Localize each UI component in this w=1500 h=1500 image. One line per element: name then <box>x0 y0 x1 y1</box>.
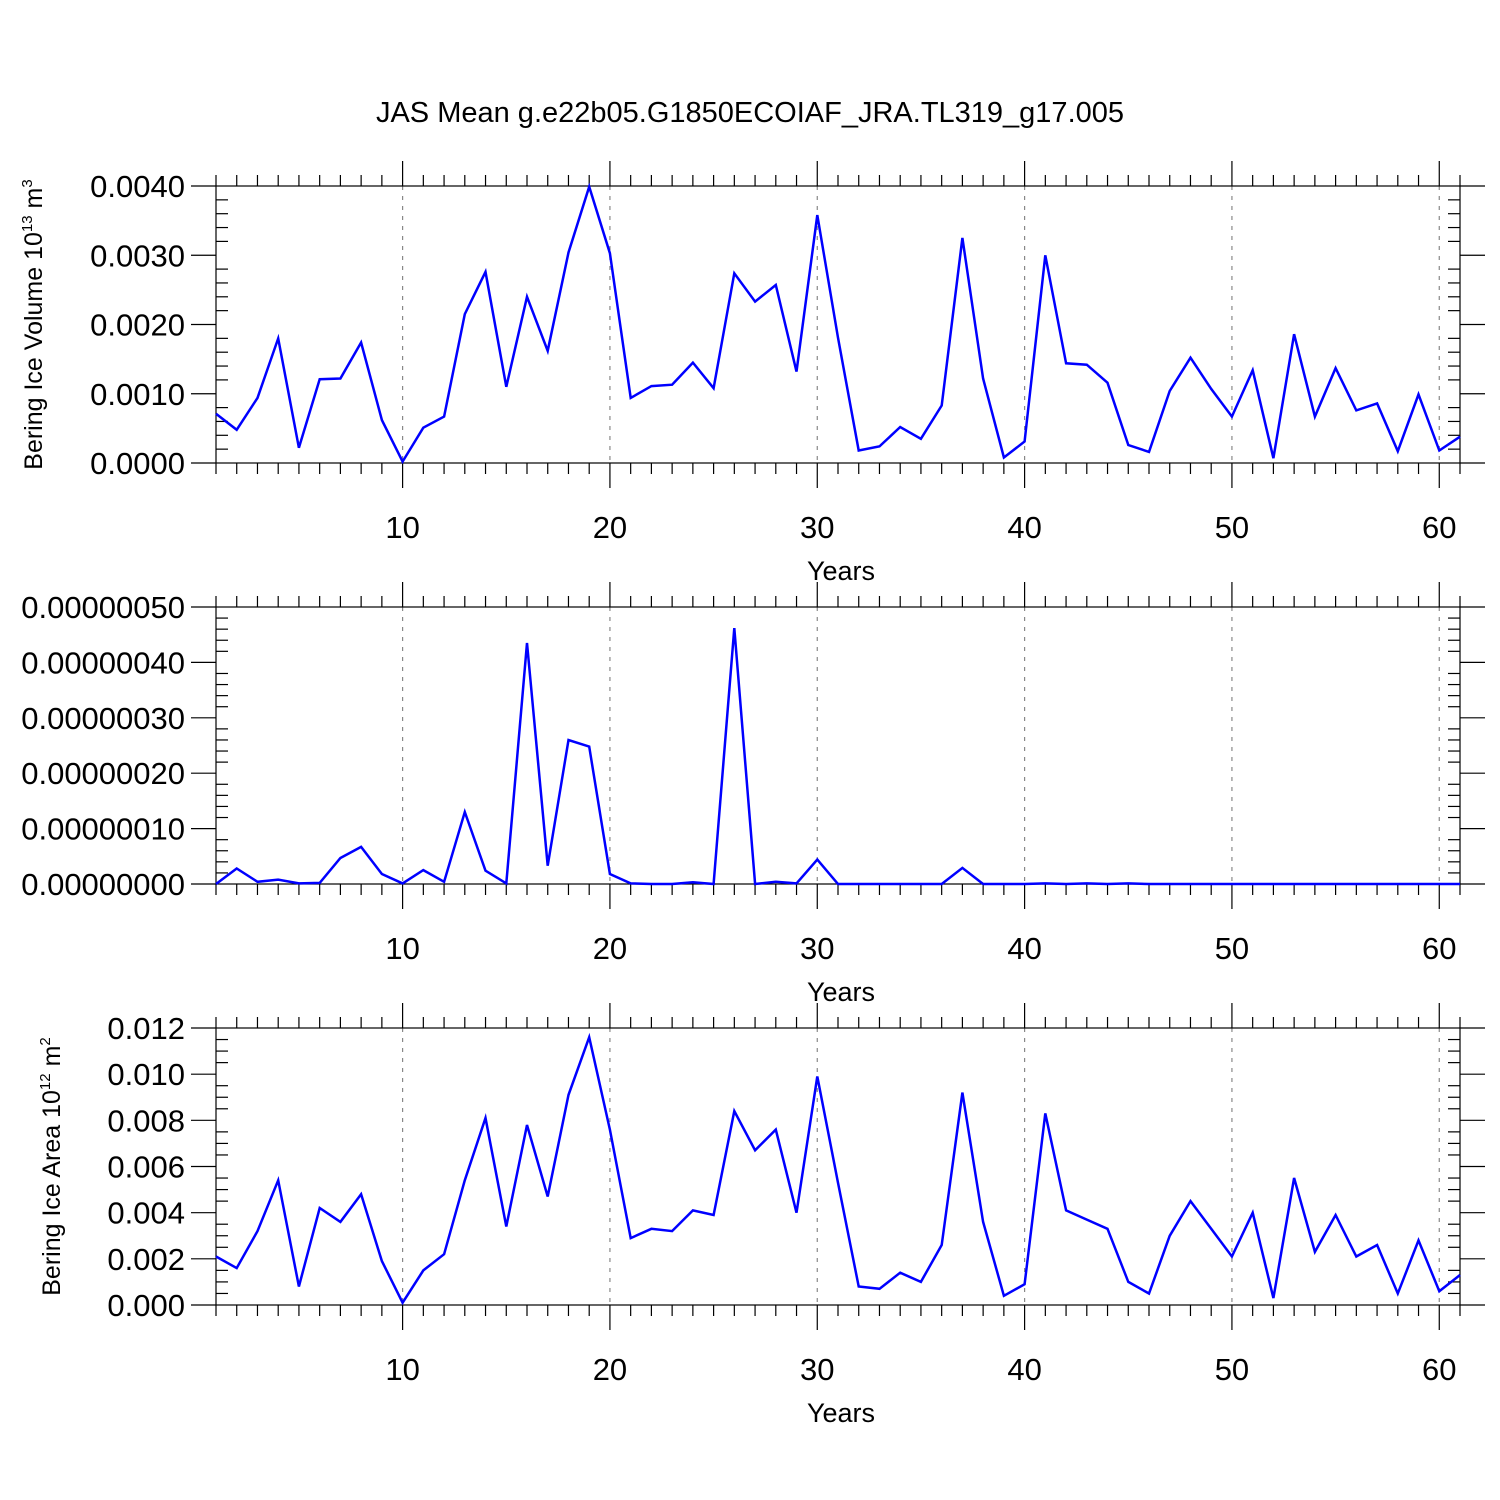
x-tick-label: 10 <box>385 931 419 966</box>
x-axis-label: Years <box>807 556 875 586</box>
y-tick-label: 0.006 <box>107 1150 185 1185</box>
y-tick-label: 0.010 <box>107 1057 185 1092</box>
y-tick-label: 0.00000000 <box>21 867 185 902</box>
x-tick-label: 30 <box>800 931 834 966</box>
x-tick-label: 30 <box>800 1352 834 1387</box>
panel-3: 0.000 0.002 0.004 0.006 0.008 0.010 0.012 10 20 3… <box>37 1003 1485 1428</box>
y-tick-label: 0.004 <box>107 1196 185 1231</box>
y-tick-label: 0.0010 <box>90 377 185 412</box>
y-tick-label: 0.000 <box>107 1288 185 1323</box>
x-tick-label: 20 <box>593 510 627 545</box>
y-tick-label: 0.00000040 <box>21 645 185 680</box>
x-tick-label: 60 <box>1422 510 1456 545</box>
y-tick-label: 0.0000 <box>90 446 185 481</box>
x-tick-label: 40 <box>1007 931 1041 966</box>
y-tick-label: 0.00000020 <box>21 756 185 791</box>
y-tick-label: 0.0030 <box>90 238 185 273</box>
x-tick-label: 60 <box>1422 931 1456 966</box>
x-tick-label: 50 <box>1215 931 1249 966</box>
series-line <box>215 182 1461 465</box>
y-tick-label: 0.0040 <box>90 169 185 204</box>
x-tick-label: 40 <box>1007 510 1041 545</box>
x-tick-label: 60 <box>1422 1352 1456 1387</box>
x-tick-label: 50 <box>1215 510 1249 545</box>
y-tick-label: 0.00000050 <box>21 590 185 625</box>
panel-1: 0.0000 0.0010 0.0020 0.0030 0.0040 10 20 30 40 50… <box>19 161 1485 586</box>
y-tick-label: 0.00000030 <box>21 701 185 736</box>
series-line <box>215 627 1460 886</box>
y-tick-label: 0.002 <box>107 1242 185 1277</box>
panel-2: 0.00000000 0.00000010 0.00000020 0.00000030… <box>21 582 1485 1007</box>
x-tick-label: 20 <box>593 931 627 966</box>
y-tick-label: 0.008 <box>107 1103 185 1138</box>
x-axis-label: Years <box>807 977 875 1007</box>
y-axis-label: Bering Ice Volume 1013 m3 <box>19 179 48 469</box>
y-axis-label: Bering Ice Area 1012 m2 <box>37 1037 66 1296</box>
y-tick-label: 0.0020 <box>90 308 185 343</box>
x-tick-label: 30 <box>800 510 834 545</box>
figure-title: JAS Mean g.e22b05.G1850ECOIAF_JRA.TL319_… <box>376 97 1124 129</box>
y-tick-label: 0.00000010 <box>21 812 185 847</box>
x-tick-label: 40 <box>1007 1352 1041 1387</box>
x-tick-label: 50 <box>1215 1352 1249 1387</box>
x-tick-label: 10 <box>385 1352 419 1387</box>
x-tick-label: 10 <box>385 510 419 545</box>
series-line <box>215 1032 1461 1306</box>
x-tick-label: 20 <box>593 1352 627 1387</box>
panels: 0.0000 0.0010 0.0020 0.0030 0.0040 10 20 30 40 50… <box>19 161 1485 1428</box>
x-axis-label: Years <box>807 1398 875 1428</box>
y-tick-label: 0.012 <box>107 1011 185 1046</box>
